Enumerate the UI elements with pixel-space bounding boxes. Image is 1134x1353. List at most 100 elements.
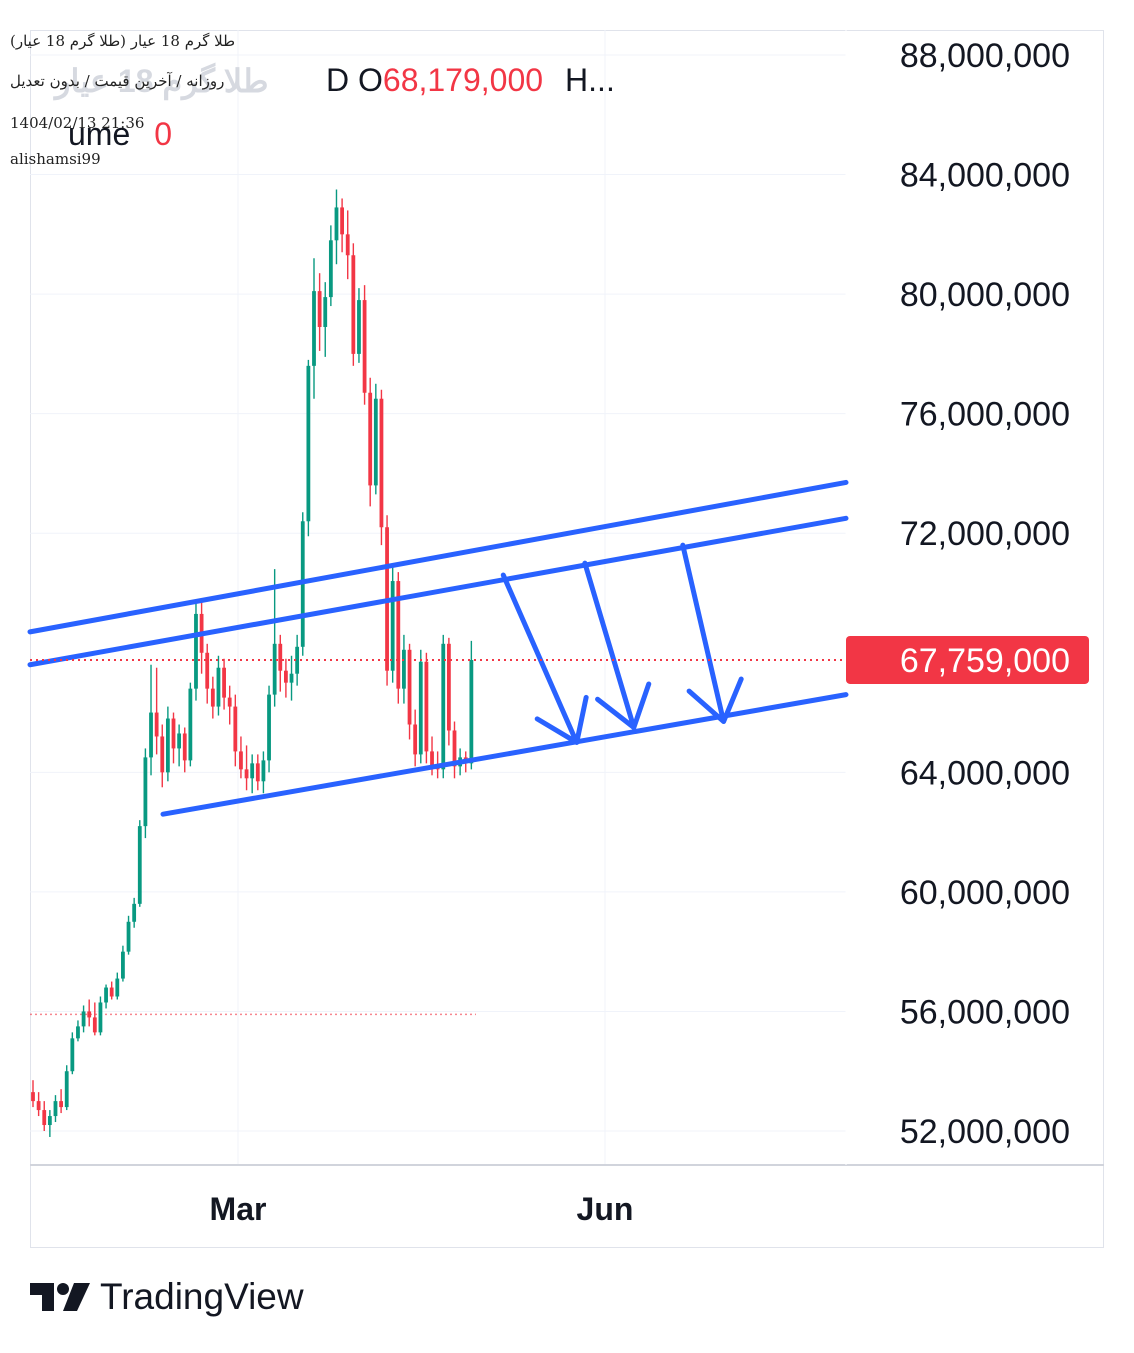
- candle-body: [441, 643, 446, 770]
- x-tick-label: Mar: [210, 1191, 267, 1227]
- last-price-label: 67,759,000: [900, 642, 1070, 680]
- candle-body: [165, 718, 170, 773]
- candle-body: [267, 694, 271, 761]
- candle-body: [115, 978, 120, 997]
- candle-body: [98, 1002, 103, 1033]
- candle-body: [362, 300, 367, 393]
- candle-body: [222, 667, 226, 698]
- candle-body: [261, 760, 266, 782]
- candle-body: [42, 1110, 47, 1126]
- candle-body: [205, 652, 210, 689]
- candle-body: [160, 736, 165, 773]
- last-price-marker: 67,759,000: [30, 635, 1089, 684]
- candle-body: [351, 255, 356, 354]
- chart-frame: [30, 30, 1104, 1248]
- candle-body: [154, 712, 159, 737]
- candle-body: [132, 903, 137, 922]
- legend-prefix: D O: [326, 62, 383, 98]
- candle-body: [216, 667, 221, 707]
- volume-label: ume: [68, 116, 131, 152]
- candle-body: [295, 646, 300, 674]
- candle-body: [143, 757, 148, 827]
- candle-body: [104, 987, 108, 1003]
- candle-body: [469, 659, 474, 764]
- candle-body: [121, 951, 125, 979]
- candle-body: [137, 826, 142, 904]
- candle-body: [210, 688, 215, 707]
- candle-body: [36, 1101, 41, 1111]
- candle-body: [413, 724, 418, 755]
- symbol-name-line: (طلا گرم 18 عیار (طلا گرم 18 عیار: [10, 32, 236, 50]
- trendline-upper-channel-outer: [27, 479, 849, 635]
- candle-body: [239, 751, 243, 770]
- candle-body: [390, 581, 395, 671]
- tradingview-logo-icon: [30, 1283, 90, 1311]
- candle-body: [31, 1092, 35, 1102]
- candle-body: [306, 365, 311, 522]
- candle-body: [430, 751, 434, 767]
- x-axis-labels: Mar Jun: [210, 1191, 634, 1227]
- ohlc-legend: D O68,179,000 H...: [326, 62, 615, 99]
- tradingview-brand: TradingView: [30, 1276, 304, 1318]
- legend-open-value: 68,179,000: [382, 62, 544, 98]
- candle-body: [109, 987, 114, 997]
- y-tick-label: 76,000,000: [900, 396, 1070, 434]
- down-arrow: [680, 542, 744, 725]
- candle-body: [227, 697, 232, 707]
- candle-body: [92, 1017, 97, 1033]
- candle-body: [188, 688, 193, 761]
- trendlines[interactable]: [27, 479, 849, 817]
- volume-legend: ume 0: [68, 116, 172, 153]
- candle-body: [126, 921, 131, 952]
- candle-body: [255, 763, 260, 782]
- author-line: alishamsi99: [10, 150, 101, 168]
- candle-body: [424, 661, 429, 752]
- candle-body: [396, 581, 401, 689]
- grid: [30, 30, 1104, 1166]
- volume-value: 0: [154, 116, 173, 152]
- candle-body: [53, 1101, 58, 1117]
- timestamp-line: 1404/02/13 21:36: [10, 114, 145, 132]
- candle-body: [81, 1011, 86, 1027]
- chart-settings-line: روزانه / آخرین قیمت / بدون تعدیل: [10, 72, 225, 90]
- candle-body: [64, 1071, 69, 1108]
- candle-body: [357, 300, 361, 354]
- trendline-upper-channel-inner: [27, 515, 849, 668]
- candle-body: [289, 673, 294, 683]
- tradingview-name: TradingView: [100, 1276, 304, 1317]
- down-arrow: [500, 572, 589, 745]
- candle-body: [70, 1038, 75, 1072]
- candle-body: [317, 291, 322, 327]
- y-tick-label: 88,000,000: [900, 37, 1070, 75]
- candle-body: [284, 670, 288, 683]
- y-tick-label: 84,000,000: [900, 157, 1070, 195]
- candle-body: [328, 240, 333, 298]
- y-tick-label: 64,000,000: [900, 754, 1070, 792]
- y-tick-label: 56,000,000: [900, 993, 1070, 1031]
- candle-body: [402, 649, 406, 689]
- candle-body: [446, 643, 451, 731]
- candle-body: [233, 706, 238, 752]
- candles: [31, 189, 474, 1137]
- y-axis-labels: 88,000,000 84,000,000 80,000,000 76,000,000…: [900, 37, 1070, 1151]
- legend-suffix: H...: [565, 62, 615, 98]
- candle-body: [379, 398, 384, 528]
- candle-body: [59, 1101, 63, 1108]
- candle-body: [244, 769, 249, 779]
- candle-body: [334, 207, 339, 241]
- candle-body: [47, 1116, 52, 1126]
- candle-body: [250, 763, 255, 779]
- trendline-lower-channel: [160, 692, 849, 817]
- candle-body: [373, 398, 378, 486]
- candle-body: [340, 207, 344, 235]
- y-tick-label: 60,000,000: [900, 874, 1070, 912]
- symbol-title-ghost: طلا گرم 18 عیار: [55, 63, 269, 99]
- candle-body: [418, 661, 423, 755]
- candle-body: [345, 234, 350, 256]
- candle-body: [368, 392, 373, 486]
- candle-body: [149, 712, 153, 758]
- candle-body: [182, 733, 187, 761]
- candle-body: [407, 649, 412, 725]
- candle-body: [323, 297, 328, 327]
